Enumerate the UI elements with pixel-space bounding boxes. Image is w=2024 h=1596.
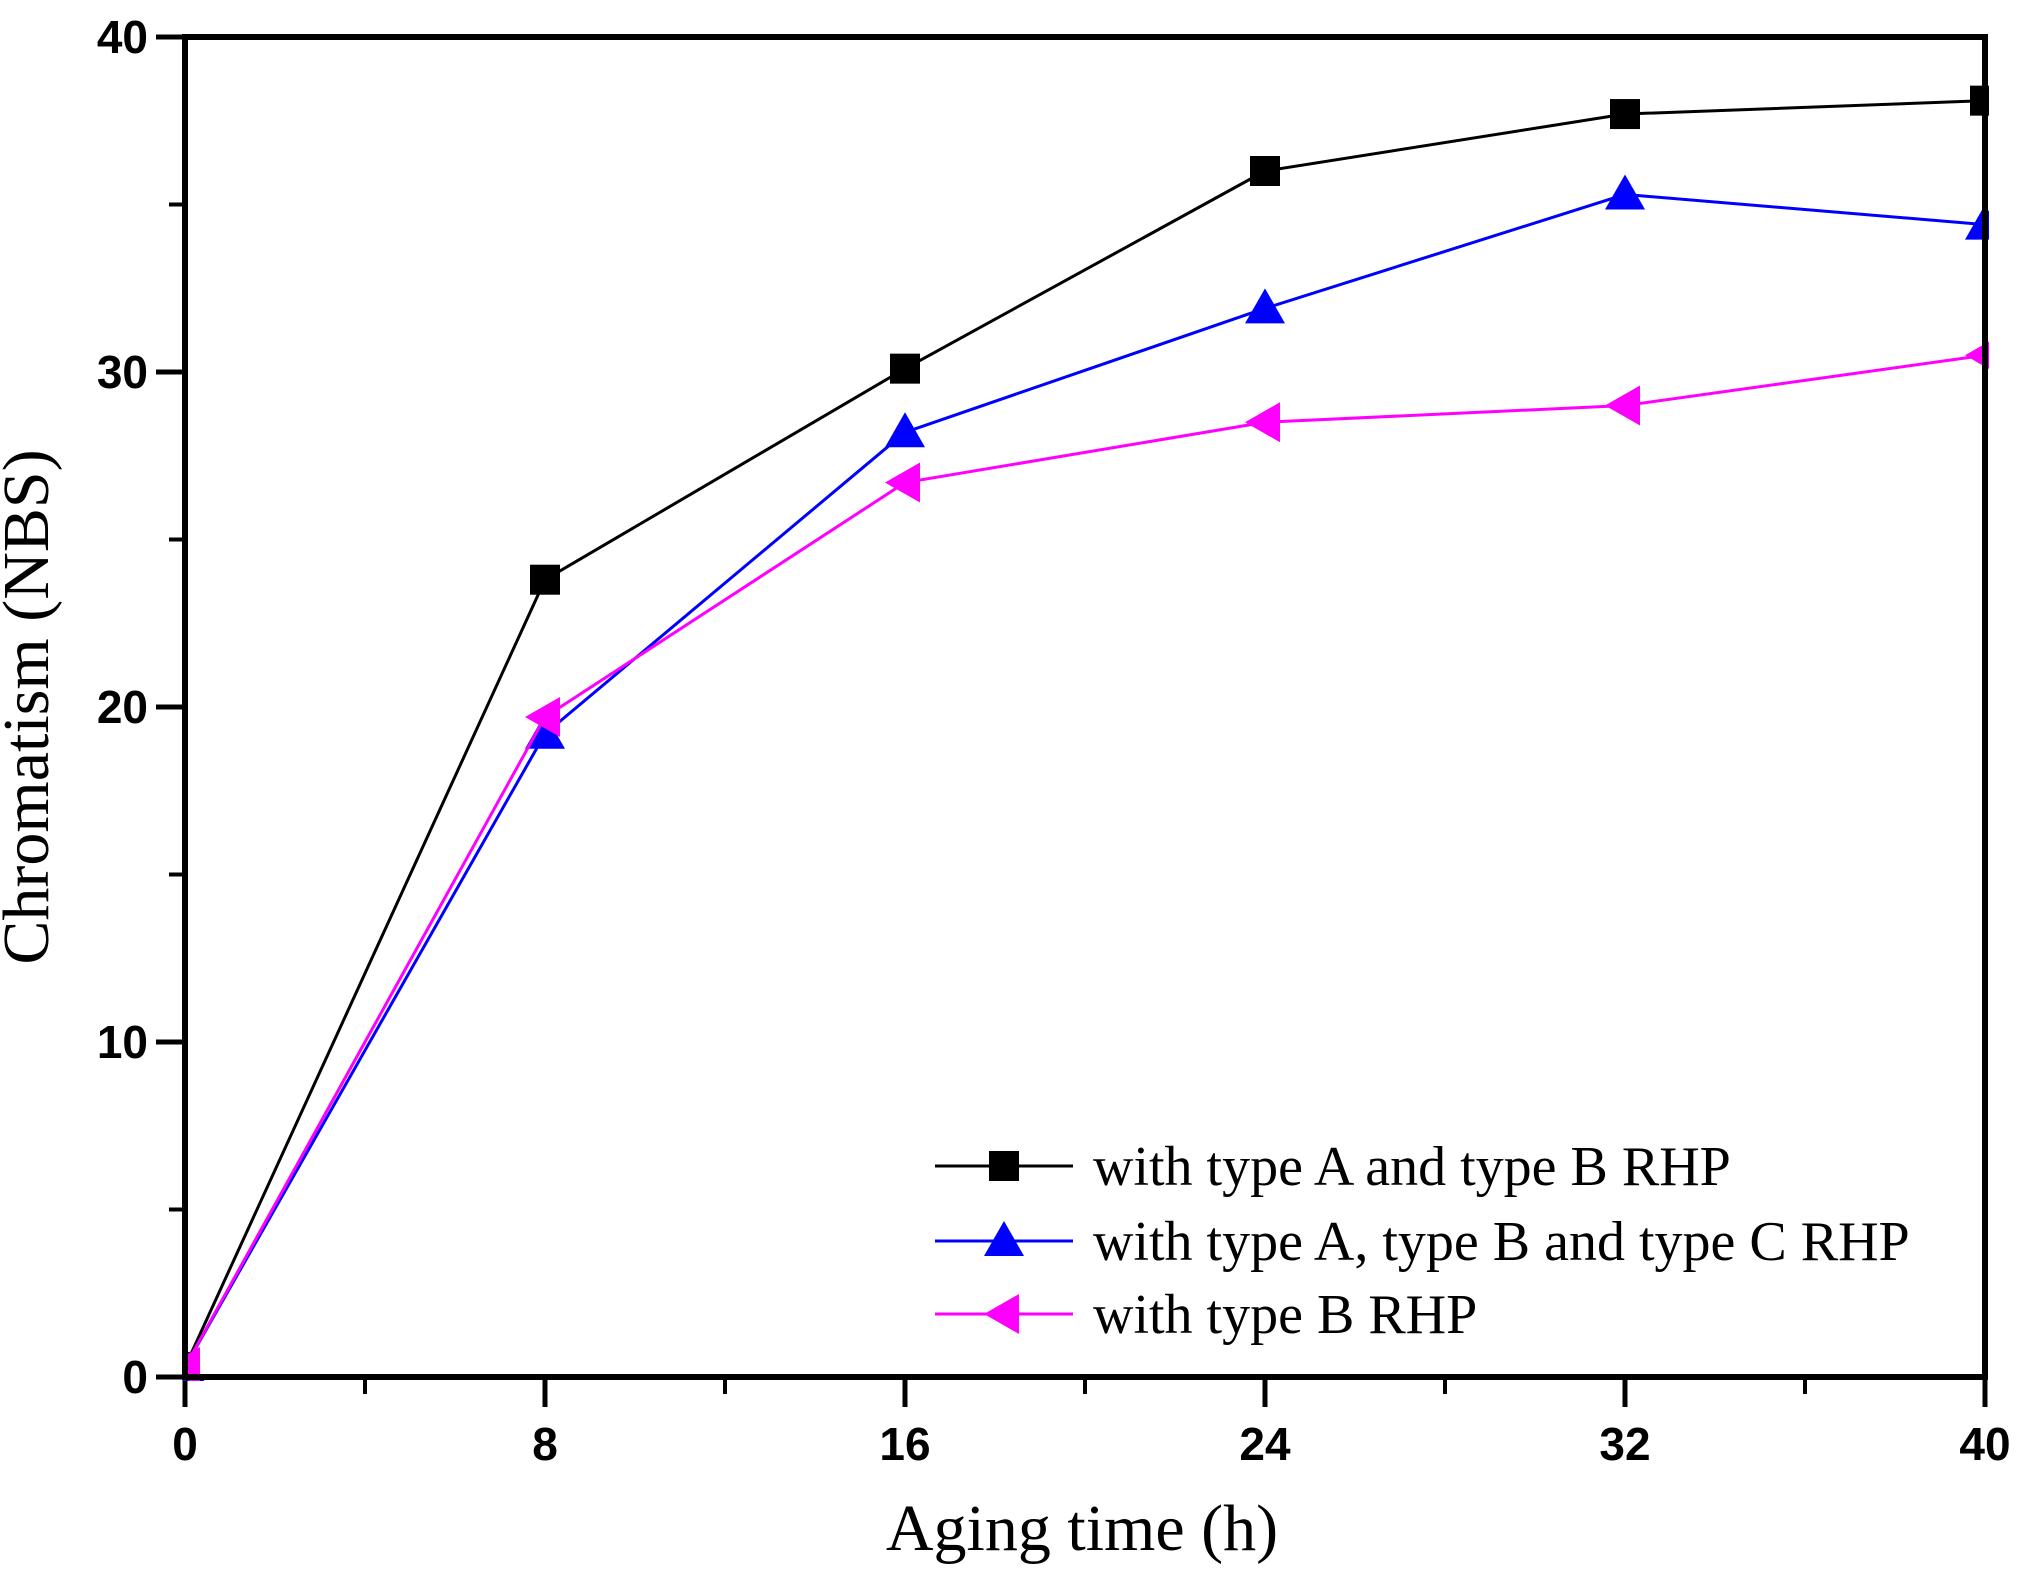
series-0-marker <box>1610 99 1640 130</box>
x-tick-label: 32 <box>1599 1418 1650 1470</box>
series-line-1 <box>183 192 1986 1368</box>
legend-item-1: with type A, type B and type C RHP <box>935 1211 1910 1273</box>
series-2-marker <box>525 697 560 738</box>
series-line-2 <box>183 353 1986 1368</box>
legend-label: with type A, type B and type C RHP <box>1093 1211 1910 1273</box>
legend: with type A and type B RHP with type A, t… <box>935 1136 1910 1346</box>
axis-tick-labels: 0 8 16 24 32 40 0 10 20 30 40 <box>97 11 2011 1470</box>
y-tick-label: 20 <box>97 681 148 733</box>
legend-label: with type B RHP <box>1093 1284 1477 1346</box>
axes-frame <box>182 34 1988 1380</box>
legend-item-2: with type B RHP <box>935 1284 1477 1346</box>
plot-box <box>182 34 1988 1380</box>
x-tick-label: 16 <box>879 1418 930 1470</box>
x-tick-label: 40 <box>1959 1418 2010 1470</box>
legend-marker-square <box>989 1151 1019 1181</box>
series-0-marker <box>1250 156 1280 186</box>
legend-label: with type A and type B RHP <box>1093 1136 1731 1198</box>
legend-marker-triangle-left <box>984 1294 1019 1334</box>
y-axis-title: Chromatism (NBS) <box>0 449 63 964</box>
y-tick-label: 30 <box>97 346 148 398</box>
series-line-0 <box>183 99 1986 1368</box>
series-0-marker <box>890 353 920 384</box>
x-tick-label: 0 <box>172 1418 198 1470</box>
series-1-marker <box>1605 174 1645 210</box>
series-2-marker <box>1245 402 1280 443</box>
x-tick-label: 8 <box>532 1418 558 1470</box>
data-series <box>183 85 1989 1381</box>
series-2-marker <box>885 462 920 503</box>
series-0-marker <box>530 564 560 595</box>
axis-ticks <box>156 34 1988 1407</box>
series-1-marker <box>525 713 565 749</box>
x-axis-title: Aging time (h) <box>886 1492 1278 1565</box>
y-tick-label: 40 <box>97 11 148 63</box>
series-1-marker <box>1245 288 1285 324</box>
legend-marker-triangle-up <box>984 1221 1024 1256</box>
series-2-marker <box>1605 385 1640 426</box>
y-tick-label: 0 <box>122 1351 148 1403</box>
legend-item-0: with type A and type B RHP <box>935 1136 1731 1198</box>
y-tick-label: 10 <box>97 1016 148 1068</box>
series-1-marker <box>885 412 925 448</box>
x-tick-label: 24 <box>1239 1418 1291 1470</box>
